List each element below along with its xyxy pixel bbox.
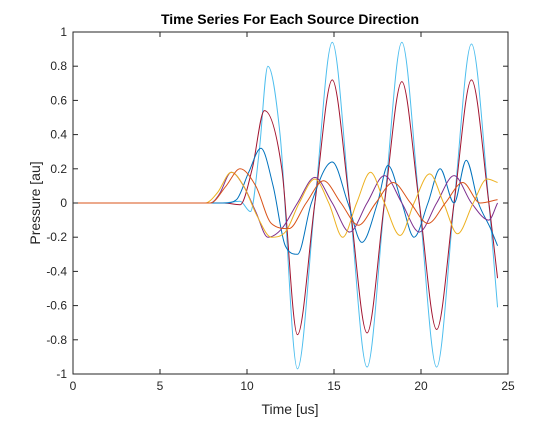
y-tick-label: 1 [60, 25, 67, 39]
x-axis-label: Time [us] [261, 401, 318, 417]
x-tick-label: 15 [327, 379, 341, 393]
y-tick-label: -0.4 [46, 264, 67, 278]
series-line-3 [73, 147, 499, 255]
y-tick-label: 0.6 [50, 93, 67, 107]
y-tick-label: 0.8 [50, 59, 67, 73]
y-tick-label: 0 [60, 196, 67, 210]
x-tick-label: 5 [157, 379, 164, 393]
y-tick-label: -0.2 [46, 230, 67, 244]
y-tick-label: 0.2 [50, 162, 67, 176]
x-tick-label: 10 [240, 379, 254, 393]
chart-title: Time Series For Each Source Direction [161, 11, 419, 27]
series-layer [73, 41, 499, 370]
x-tick-label: 0 [70, 379, 77, 393]
y-axis-label: Pressure [au] [27, 161, 43, 244]
series-line-6 [73, 168, 498, 230]
y-tick-label: -0.8 [46, 333, 67, 347]
y-tick-label: -0.6 [46, 299, 67, 313]
y-tick-label: -1 [56, 367, 67, 381]
x-tick-label: 25 [501, 379, 515, 393]
x-tick-label: 20 [414, 379, 428, 393]
tick-layer: 0 5 10 15 20 25 -1 -0.8 -0.6 -0.4 -0.2 0 0.2 0.4 0.6 0.… [46, 25, 515, 393]
series-line-5 [73, 171, 498, 238]
y-tick-label: 0.4 [50, 128, 67, 142]
